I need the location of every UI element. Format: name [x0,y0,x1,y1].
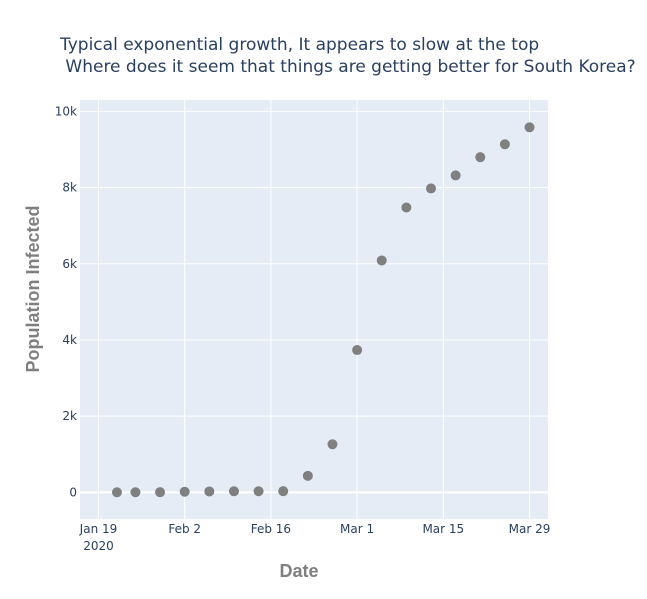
x-tick-sublabel: 2020 [83,539,114,553]
data-point [376,255,387,266]
data-point [426,183,436,194]
data-point [401,202,412,213]
data-point [130,487,141,498]
y-tick-label: 2k [62,409,77,423]
data-point [228,486,239,497]
data-markers [111,122,535,498]
y-tick-label: 10k [55,104,77,118]
data-point [278,486,289,497]
data-point [253,486,264,497]
data-point [327,439,338,450]
data-point [524,122,535,133]
y-tick-label: 4k [62,333,77,347]
y-tick-label: 0 [69,485,77,499]
data-point [352,345,363,356]
data-point [204,486,215,497]
x-tick-label: Feb 16 [251,522,291,536]
x-tick-label: Mar 15 [422,522,464,536]
data-point [475,152,486,163]
chart-title-line-1: Typical exponential growth, It appears t… [59,35,539,55]
chart-title-line-2: Where does it seem that things are getti… [60,57,636,77]
x-gridlines [97,100,531,519]
data-point [155,487,166,498]
data-point [111,487,122,498]
x-tick-label: Feb 2 [168,522,201,536]
x-tick-labels: Jan 19 2020 Feb 2 Feb 16 Mar 1 Mar 15 Mar 29 [79,522,551,553]
x-tick-label: Jan 19 [79,522,118,536]
x-tick-label: Mar 29 [509,522,551,536]
y-tick-label: 8k [62,181,77,195]
data-point [450,170,461,181]
data-point [179,486,190,497]
plot-background [80,100,548,519]
data-point [302,470,313,481]
y-tick-labels: 0 2k 4k 6k 8k 10k [55,104,77,499]
x-tick-label: Mar 1 [340,522,374,536]
y-axis-title: Population Infected [23,205,43,372]
y-tick-label: 6k [62,257,77,271]
data-point [499,139,510,150]
x-axis-title: Date [279,561,318,581]
